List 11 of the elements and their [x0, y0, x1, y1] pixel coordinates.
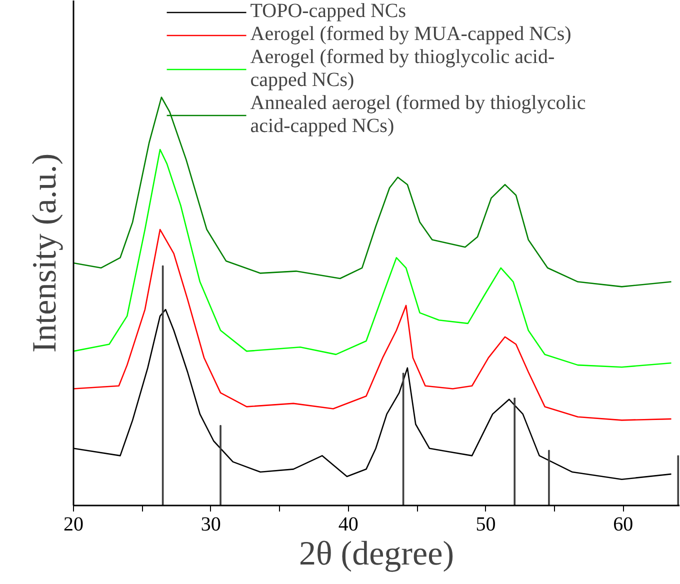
x-tick-label: 40 [338, 514, 358, 536]
x-axis-title: 2θ (degree) [298, 536, 454, 572]
legend-label: TOPO-capped NCs [250, 0, 406, 23]
x-tick-label: 50 [476, 514, 496, 536]
legend-label: Aerogel (formed by thioglycolic acid-capped NCs) [250, 46, 555, 92]
x-tick-label: 30 [200, 514, 221, 536]
x-tick-label: 60 [613, 514, 634, 536]
y-axis-title: Intensity (a.u.) [26, 153, 64, 353]
legend-label: Aerogel (formed by MUA-capped NCs) [250, 23, 572, 46]
x-tick-label: 20 [64, 514, 84, 536]
legend-label: Annealed aerogel (formed by thioglycolic acid-capped NCs) [250, 92, 586, 138]
